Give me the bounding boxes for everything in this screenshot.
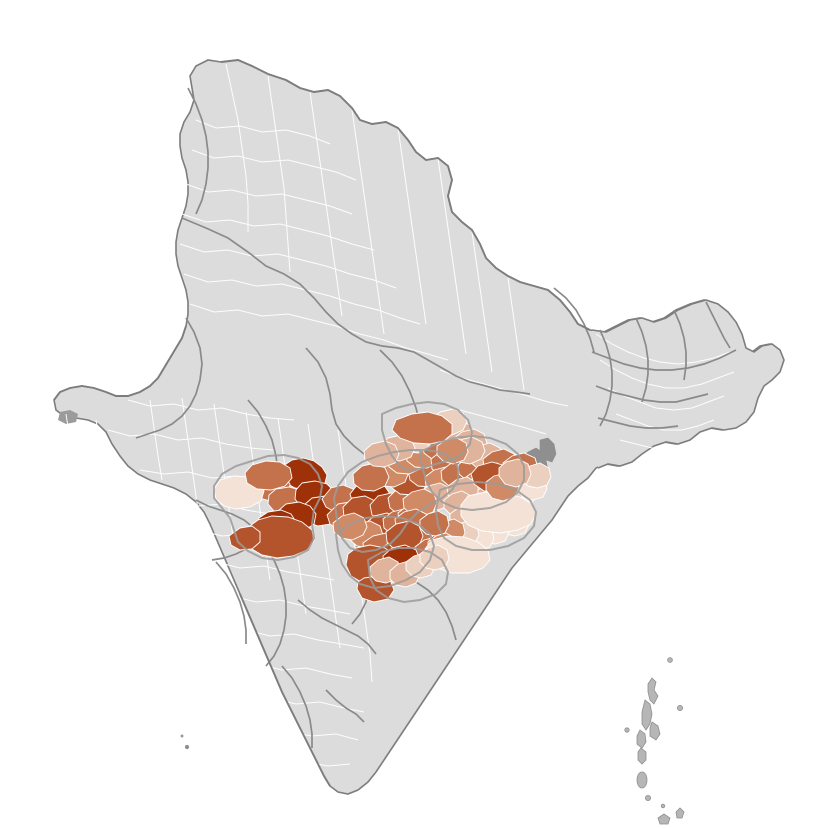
lakshadweep-dot bbox=[180, 734, 184, 738]
lakshadweep-dot bbox=[184, 744, 190, 750]
country-outline-layer bbox=[53, 59, 591, 787]
kutch-dark-patch bbox=[58, 410, 78, 424]
sundarbans-dark-strip-2 bbox=[539, 437, 557, 463]
region-nabarangpur[interactable] bbox=[419, 510, 450, 537]
region-west-block-upper[interactable] bbox=[244, 460, 293, 491]
region-sagar[interactable] bbox=[363, 440, 400, 468]
northeast-landmass bbox=[591, 299, 785, 469]
cluster-maharashtra-west[interactable] bbox=[213, 457, 364, 559]
choropleth-cluster-outlines bbox=[213, 400, 538, 604]
india-outer-border bbox=[220, 59, 591, 331]
india-south-tip bbox=[239, 593, 331, 787]
region-mp-north-tongue[interactable] bbox=[391, 411, 453, 445]
region-koriya[interactable] bbox=[436, 437, 469, 465]
india-west-coast bbox=[53, 325, 187, 401]
andaman-nicobar-islands bbox=[624, 657, 685, 825]
region-west-block-tail[interactable] bbox=[228, 525, 261, 551]
